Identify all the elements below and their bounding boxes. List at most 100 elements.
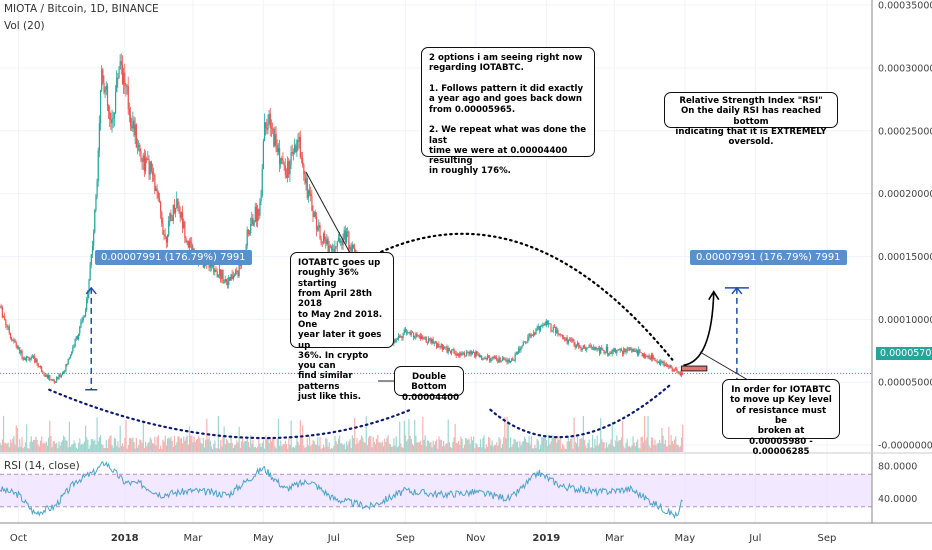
volume-bar bbox=[479, 439, 482, 452]
volume-bar bbox=[632, 436, 634, 452]
symbol-title: MIOTA / Bitcoin, 1D, BINANCE bbox=[4, 3, 159, 15]
volume-bar bbox=[125, 420, 127, 452]
volume-bar bbox=[488, 436, 490, 452]
candle-body bbox=[473, 351, 475, 353]
candle-body bbox=[37, 363, 39, 367]
volume-bar bbox=[169, 438, 171, 452]
note-rsi[interactable]: Relative Strength Index "RSI" On the dai… bbox=[664, 92, 838, 147]
volume-bar bbox=[163, 441, 165, 452]
candle-body bbox=[654, 357, 656, 361]
candle-body bbox=[209, 263, 211, 268]
candle-body bbox=[469, 351, 471, 355]
volume-bar bbox=[600, 418, 602, 452]
volume-bar bbox=[251, 443, 253, 452]
volume-bar bbox=[165, 445, 168, 452]
candle-body bbox=[663, 361, 665, 367]
callout-pointer-pattern bbox=[305, 171, 351, 254]
volume-bar bbox=[193, 436, 195, 452]
volume-bar bbox=[276, 438, 278, 452]
candle-body bbox=[230, 274, 232, 281]
volume-bar bbox=[53, 441, 55, 452]
candle-body bbox=[59, 374, 61, 377]
candle-body bbox=[83, 316, 86, 318]
volume-bar bbox=[6, 444, 8, 452]
candle-body bbox=[682, 372, 684, 375]
candle-body bbox=[153, 174, 155, 176]
candle-body bbox=[619, 349, 621, 351]
volume-bar bbox=[619, 440, 621, 452]
volume-bar bbox=[268, 443, 270, 452]
volume-bar bbox=[179, 438, 181, 452]
candle-body bbox=[324, 233, 326, 241]
volume-bar bbox=[160, 445, 162, 452]
candle-body bbox=[566, 337, 568, 344]
volume-bar bbox=[96, 417, 98, 452]
candle-body bbox=[352, 244, 355, 248]
candle-body bbox=[591, 347, 594, 349]
volume-bar bbox=[325, 437, 327, 452]
candle-body bbox=[634, 350, 636, 352]
candle-body bbox=[598, 348, 601, 354]
note-resistance[interactable]: In order for IOTABTC to move up Key leve… bbox=[722, 379, 840, 457]
candle-body bbox=[490, 359, 492, 362]
candle-body bbox=[452, 348, 454, 351]
volume-bar bbox=[140, 440, 142, 452]
volume-bar bbox=[29, 441, 31, 452]
volume-bar bbox=[227, 440, 229, 452]
candle-body bbox=[485, 357, 487, 360]
volume-bar bbox=[153, 443, 155, 452]
candle-body bbox=[527, 337, 529, 343]
candle-body bbox=[315, 216, 318, 230]
volume-bar bbox=[298, 444, 300, 452]
candle-body bbox=[341, 240, 343, 246]
candle-body bbox=[417, 335, 419, 337]
candle-body bbox=[458, 354, 460, 356]
candle-body bbox=[401, 337, 403, 338]
volume-bar bbox=[66, 440, 68, 452]
candle-body bbox=[75, 336, 77, 339]
volume-bar bbox=[65, 440, 67, 452]
candle-body bbox=[459, 353, 461, 356]
volume-bar bbox=[534, 444, 536, 452]
volume-bar bbox=[607, 447, 609, 452]
candle-body bbox=[462, 352, 464, 354]
volume-bar bbox=[571, 438, 573, 452]
volume-bar bbox=[244, 440, 246, 452]
volume-bar bbox=[492, 446, 494, 452]
volume-bar bbox=[574, 441, 576, 452]
note-double-bottom[interactable]: Double Bottom 0.00004400 bbox=[394, 366, 464, 403]
volume-bar bbox=[449, 446, 452, 452]
volume-bar bbox=[175, 445, 177, 452]
volume-bar bbox=[643, 415, 646, 452]
measure-tag-right[interactable]: 0.00007991 (176.79%) 7991 bbox=[690, 250, 847, 265]
volume-bar bbox=[339, 435, 341, 452]
candle-body bbox=[593, 347, 595, 350]
candle-body bbox=[543, 323, 545, 326]
measure-tag-left[interactable]: 0.00007991 (176.79%) 7991 bbox=[95, 250, 252, 265]
candle-body bbox=[19, 347, 21, 354]
candle-body bbox=[51, 379, 53, 381]
candle-body bbox=[146, 158, 148, 161]
volume-bar bbox=[27, 447, 29, 452]
candle-body bbox=[319, 225, 321, 239]
candle-body bbox=[445, 346, 447, 348]
candle-body bbox=[214, 269, 216, 273]
volume-bar bbox=[23, 446, 25, 452]
note-iotabtc-pattern[interactable]: IOTABTC goes up roughly 36% starting fro… bbox=[290, 252, 394, 402]
candle-body bbox=[519, 348, 521, 351]
volume-bar bbox=[478, 447, 481, 452]
volume-bar bbox=[99, 435, 102, 452]
note-two-options[interactable]: 2 options i am seeing right now regardin… bbox=[421, 47, 595, 176]
volume-bar bbox=[68, 421, 70, 452]
volume-bar bbox=[560, 448, 563, 452]
candle-body bbox=[292, 152, 295, 154]
volume-bar bbox=[605, 442, 608, 452]
candle-body bbox=[343, 230, 345, 239]
candle-body bbox=[312, 210, 314, 218]
volume-bar bbox=[183, 436, 185, 452]
volume-bar bbox=[127, 444, 129, 452]
volume-bar bbox=[196, 439, 199, 452]
volume-bar bbox=[156, 437, 158, 452]
candle-body bbox=[506, 359, 508, 363]
x-tick-label: May bbox=[675, 533, 696, 544]
